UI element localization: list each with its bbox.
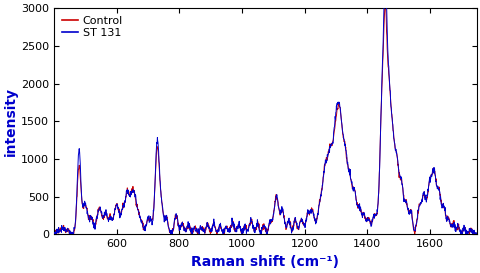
Y-axis label: intensity: intensity [4, 87, 18, 156]
Line: Control: Control [54, 2, 476, 235]
Control [62, 228, 68, 231]
Control [153, 156, 159, 159]
ST 131 [51, 232, 57, 235]
ST 131 [366, 220, 372, 223]
Control [69, 233, 74, 236]
ST 131 [198, 227, 204, 230]
Legend: Control, ST 131: Control, ST 131 [60, 14, 125, 40]
ST 131 [153, 152, 159, 155]
ST 131 [198, 228, 204, 232]
Control [387, 97, 393, 101]
Control [51, 232, 57, 235]
Line: ST 131: ST 131 [54, 0, 476, 235]
ST 131 [52, 233, 58, 236]
X-axis label: Raman shift (cm⁻¹): Raman shift (cm⁻¹) [191, 255, 339, 269]
Control [198, 225, 204, 229]
ST 131 [473, 231, 479, 235]
ST 131 [62, 228, 68, 231]
Control [382, 1, 387, 4]
ST 131 [387, 101, 393, 104]
Control [366, 219, 372, 222]
Control [198, 229, 204, 232]
Control [473, 233, 479, 236]
